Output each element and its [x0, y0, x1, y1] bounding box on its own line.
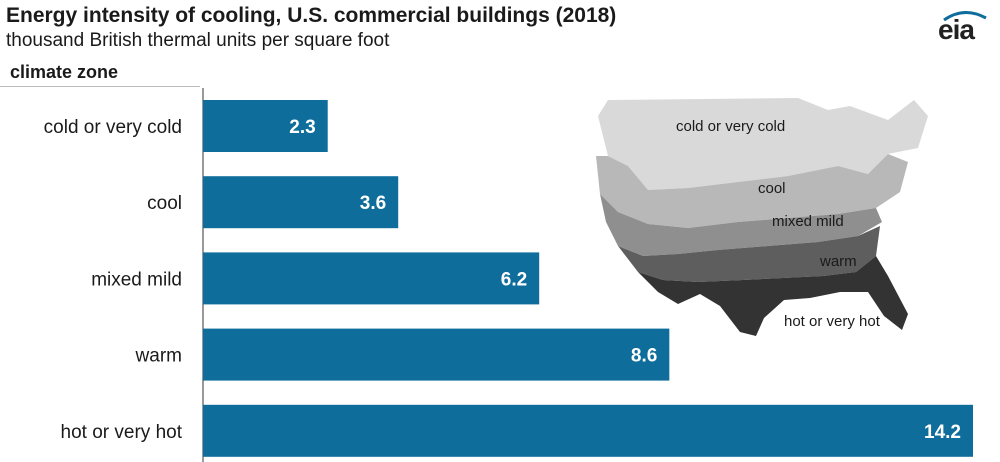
chart-title: Energy intensity of cooling, U.S. commer…: [6, 4, 617, 27]
logo-arc-icon: [943, 11, 987, 22]
bar: [203, 404, 973, 457]
axis-title-underline: [0, 86, 200, 87]
map-label-warm: warm: [819, 253, 857, 270]
y-axis-title: climate zone: [10, 62, 119, 82]
map-zone-cool: [596, 154, 908, 228]
map-label-cool: cool: [758, 180, 786, 197]
category-label: hot or very hot: [61, 422, 183, 443]
logo-text: eia: [938, 14, 975, 45]
us-map-shape: [596, 98, 928, 336]
map-zone-warm: [618, 226, 880, 282]
category-label: cool: [147, 193, 182, 214]
bar: [203, 100, 328, 152]
map-label-mixed: mixed mild: [772, 213, 844, 230]
category-label: cold or very cold: [44, 117, 182, 138]
category-label: warm: [135, 346, 182, 367]
climate-zone-map: cold or very cold cool mixed mild warm h…: [596, 98, 928, 336]
data-label: 6.2: [501, 269, 527, 290]
map-zone-cold: [598, 98, 928, 190]
eia-logo: eia: [934, 8, 992, 48]
data-label: 2.3: [289, 117, 315, 138]
chart-subtitle: thousand British thermal units per squar…: [6, 30, 390, 51]
bar: [203, 252, 540, 305]
bar: [203, 328, 670, 381]
data-label: 3.6: [360, 193, 386, 214]
bar: [203, 176, 399, 229]
data-label: 8.6: [631, 346, 657, 367]
data-label: 14.2: [924, 422, 961, 443]
map-zone-hot: [638, 256, 908, 336]
category-label: mixed mild: [91, 269, 182, 290]
map-label-cold: cold or very cold: [676, 118, 785, 135]
map-label-hot: hot or very hot: [784, 313, 881, 330]
map-zone-mixed: [600, 194, 882, 256]
